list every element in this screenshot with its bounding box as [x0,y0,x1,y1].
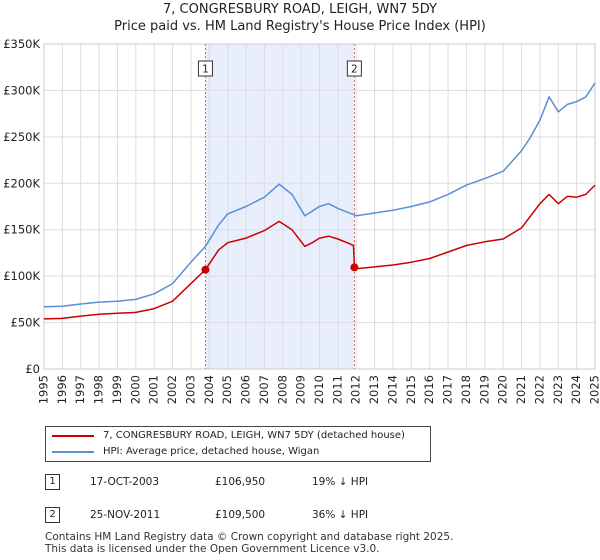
x-tick-label: 2005 [220,375,234,404]
x-tick-label: 2004 [202,375,216,404]
property-price-line [43,184,596,320]
y-tick-label: £250K [3,130,40,144]
y-tick-label: £150K [3,223,40,237]
hpi-line [43,82,596,308]
price-chart: £0 £50K £100K £150K £200K £250K £300K £350K 1995… [3,37,600,404]
footer-copyright: Contains HM Land Registry data © Crown c… [45,531,454,543]
sale-point [201,265,210,274]
transaction-price: £106,950 [215,476,266,488]
x-tick-label: 1997 [73,375,87,404]
x-tick-label: 2020 [496,375,510,404]
sale-point [350,263,359,272]
y-tick-label: £0 [25,362,40,376]
y-tick-label: £100K [3,269,40,283]
x-tick-label: 2017 [441,375,455,404]
chart-title: 7, CONGRESBURY ROAD, LEIGH, WN7 5DY [163,2,437,17]
x-tick-label: 2021 [514,375,528,404]
x-tick-label: 2022 [532,375,546,404]
y-tick-label: £300K [3,83,40,97]
x-tick-label: 2002 [165,375,179,404]
x-tick-label: 1996 [55,375,69,404]
plot-frame [43,43,596,370]
legend-swatch-hpi [52,451,94,453]
x-tick-label: 2007 [257,375,271,404]
chart-subtitle: Price paid vs. HM Land Registry's House … [114,19,486,34]
legend: 7, CONGRESBURY ROAD, LEIGH, WN7 5DY (det… [45,426,431,462]
x-tick-label: 2008 [275,375,289,404]
ownership-shading [205,44,355,369]
x-tick-label: 1998 [92,375,106,404]
legend-swatch-property [52,435,94,437]
sale-label: 1 [197,60,213,77]
x-tick-label: 2016 [422,375,436,404]
x-tick-label: 2011 [330,375,344,404]
x-tick-label: 2006 [239,375,253,404]
x-tick-label: 2025 [588,375,600,404]
transaction-badge: 2 [45,507,60,523]
sale-label-text: 2 [351,64,358,76]
x-tick-label: 2003 [183,375,197,404]
x-tick-label: 2013 [367,375,381,404]
x-tick-label: 2018 [459,375,473,404]
legend-label-property: 7, CONGRESBURY ROAD, LEIGH, WN7 5DY (det… [103,430,405,441]
transaction-date: 17-OCT-2003 [90,476,159,488]
x-tick-label: 1999 [110,375,124,404]
x-tick-label: 2001 [147,375,161,404]
footer-licence: This data is licensed under the Open Gov… [45,543,380,555]
y-tick-label: £200K [3,176,40,190]
transaction-badge: 1 [45,474,60,490]
x-tick-label: 1995 [37,375,51,404]
x-tick-label: 2015 [404,375,418,404]
transaction-hpi-delta: 36% ↓ HPI [312,509,369,521]
x-tick-label: 2010 [312,375,326,404]
x-tick-label: 2012 [349,375,363,404]
sale-label-text: 1 [202,64,209,76]
x-tick-label: 2000 [128,375,142,404]
x-tick-label: 2009 [294,375,308,404]
x-tick-label: 2023 [551,375,565,404]
sale-label-box [197,60,213,77]
sale-label: 2 [346,60,362,77]
sale-label-box [346,60,362,77]
x-tick-label: 2019 [477,375,491,404]
transaction-price: £109,500 [215,509,266,521]
transaction-date: 25-NOV-2011 [90,509,161,521]
transaction-hpi-delta: 19% ↓ HPI [312,476,369,488]
x-tick-label: 2014 [385,375,399,404]
y-tick-label: £50K [11,316,41,330]
legend-label-hpi: HPI: Average price, detached house, Wiga… [103,446,320,457]
y-tick-label: £350K [3,37,40,51]
x-tick-label: 2024 [569,375,583,404]
